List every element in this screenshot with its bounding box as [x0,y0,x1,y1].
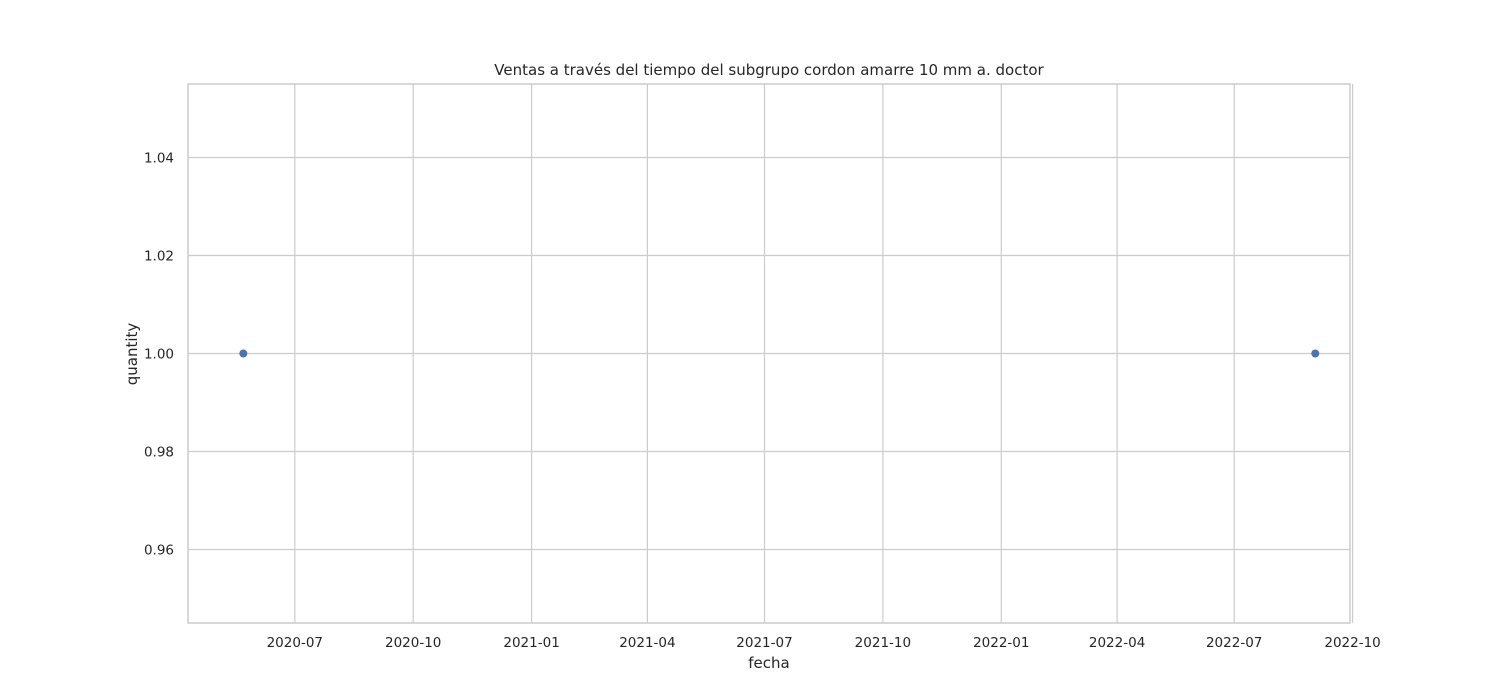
x-tick-label: 2022-07 [1206,635,1262,651]
x-axis-ticks: 2020-07 2020-10 2021-01 2021-04 2021-07 2021-… [267,635,1381,651]
y-tick-label: 1.00 [144,347,174,363]
y-tick-label: 1.04 [144,151,174,167]
y-tick-label: 1.02 [144,249,174,265]
y-axis-label: quantity [123,323,141,386]
chart-title: Ventas a través del tiempo del subgrupo … [494,61,1044,79]
x-tick-label: 2020-10 [385,635,441,651]
x-axis-label: fecha [748,654,789,672]
data-point [239,349,248,358]
x-tick-label: 2020-07 [267,635,323,651]
data-point [1311,349,1320,358]
y-tick-label: 0.98 [144,445,174,461]
x-tick-label: 2021-10 [855,635,911,651]
x-tick-label: 2022-04 [1089,635,1145,651]
data-points [239,349,1320,358]
grid-lines [188,84,1354,623]
x-tick-label: 2021-01 [503,635,559,651]
y-tick-label: 0.96 [144,543,174,559]
x-tick-label: 2022-01 [973,635,1029,651]
plot-area-frame [187,83,1351,624]
x-tick-label: 2021-04 [619,635,675,651]
x-tick-label: 2021-07 [736,635,792,651]
x-tick-label: 2022-10 [1324,635,1380,651]
y-axis-ticks: 0.96 0.98 1.00 1.02 1.04 [144,151,174,559]
